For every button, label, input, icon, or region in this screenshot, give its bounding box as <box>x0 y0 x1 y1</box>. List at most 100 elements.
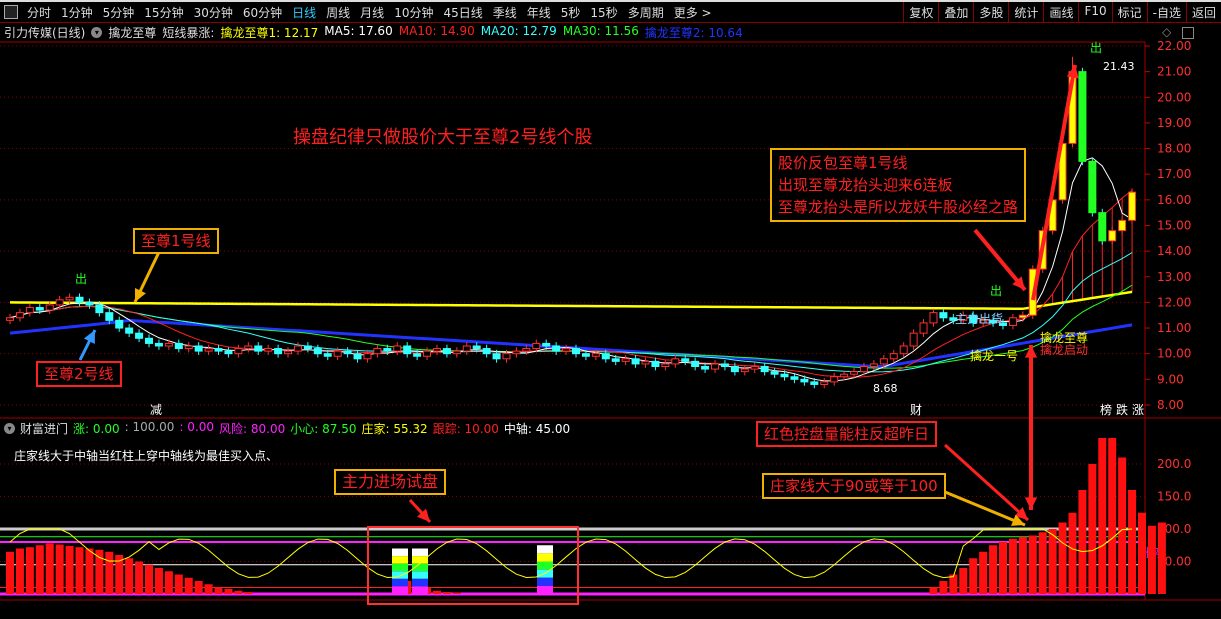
arrow-head-icon <box>83 330 95 344</box>
signal-bar <box>537 577 553 586</box>
lower-indicator-name[interactable]: 财富进门 <box>20 422 69 436</box>
candle <box>959 314 968 321</box>
candle <box>135 332 144 339</box>
arrow-head-icon <box>1011 514 1025 526</box>
note-line: 出现至尊龙抬头迎来6连板 <box>778 176 953 194</box>
volume-bar <box>969 558 978 594</box>
toolbar-button[interactable]: F10 <box>1078 2 1111 23</box>
volume-bar <box>105 551 114 594</box>
candle <box>482 348 491 355</box>
period-tab[interactable]: 季线 <box>492 5 517 20</box>
volume-bar <box>65 545 74 594</box>
candle <box>1098 212 1107 242</box>
candle <box>244 345 253 350</box>
period-tab[interactable]: 5分钟 <box>102 5 135 20</box>
toolbar-button[interactable]: 统计 <box>1008 2 1043 23</box>
indicator-value: 擒龙至尊2: 10.64 <box>644 26 743 40</box>
price-tick-label: 20.00 <box>1157 90 1191 104</box>
period-tab[interactable]: 多周期 <box>627 5 664 20</box>
chart-annotation: 出 <box>75 272 87 286</box>
signal-bar <box>412 578 428 587</box>
period-tab[interactable]: 月线 <box>360 5 385 20</box>
volume-bar <box>145 564 154 594</box>
toolbar-button[interactable]: 画线 <box>1043 2 1078 23</box>
candle <box>1108 230 1117 242</box>
period-tab[interactable]: 更多 > <box>673 5 712 20</box>
title-annotation: 操盘纪律只做股价大于至尊2号线个股 <box>293 127 593 148</box>
diamond-icon[interactable]: ◇ <box>1162 25 1172 39</box>
period-tab[interactable]: 45日线 <box>443 5 483 20</box>
candle <box>6 317 14 321</box>
candle <box>780 373 789 378</box>
line1-annotation: 至尊1号线 <box>133 228 219 254</box>
chart-annotation: 榜 <box>1100 402 1112 417</box>
period-tab[interactable]: 周线 <box>326 5 351 20</box>
candle <box>730 366 739 373</box>
price-tick-label: 17.00 <box>1157 167 1191 181</box>
indicator-value: : 100.00 <box>124 420 175 434</box>
candle <box>145 337 154 344</box>
indicator-value: 涨: 0.00 <box>73 422 120 436</box>
candle <box>363 353 372 360</box>
period-tab[interactable]: 30分钟 <box>193 5 233 20</box>
toolbar-button[interactable]: -自选 <box>1146 2 1186 23</box>
panel-toggle-icon[interactable] <box>4 5 18 19</box>
volume-bar <box>55 544 64 594</box>
chart-annotation: 主力出货 <box>955 311 1003 326</box>
period-tab[interactable]: 10分钟 <box>394 5 434 20</box>
volume-bar <box>224 588 233 594</box>
signal-bar <box>412 556 428 564</box>
period-tab[interactable]: 日线 <box>292 5 317 20</box>
signal-bar <box>412 586 428 594</box>
period-tab[interactable]: 1分钟 <box>61 5 93 20</box>
candle <box>15 312 24 319</box>
candle <box>581 353 590 357</box>
candle <box>909 332 918 347</box>
candle <box>691 360 700 368</box>
arrow-head-icon <box>134 288 146 302</box>
candle <box>1128 191 1137 221</box>
toolbar-button[interactable]: 复权 <box>903 2 938 23</box>
toolbar-button[interactable]: 标记 <box>1111 2 1147 23</box>
chevron-down-icon[interactable]: ▾ <box>4 423 15 434</box>
candle <box>661 363 670 368</box>
arrow-head-icon <box>417 508 430 522</box>
candle <box>830 376 839 383</box>
candle <box>720 363 729 368</box>
price-tick-label: 8.00 <box>1157 398 1184 412</box>
arrow-icon <box>1031 64 1077 301</box>
candle <box>850 371 859 375</box>
candle <box>591 353 600 357</box>
price-tick-label: 19.00 <box>1157 116 1191 130</box>
candle <box>393 345 402 352</box>
period-tab[interactable]: 60分钟 <box>242 5 283 20</box>
toolbar-button[interactable]: 返回 <box>1185 2 1221 23</box>
volume-bar <box>1038 532 1047 594</box>
indicator-value: 小心: 87.50 <box>290 422 357 436</box>
candle <box>234 348 243 355</box>
indicator-name[interactable]: 擒龙至尊 <box>108 26 157 40</box>
candle <box>194 345 203 352</box>
period-tab[interactable]: 年线 <box>526 5 551 20</box>
chevron-down-icon[interactable]: ▾ <box>91 27 103 38</box>
candle <box>164 342 173 347</box>
period-tab[interactable]: 15秒 <box>590 5 618 20</box>
toolbar-button[interactable]: 多股 <box>973 2 1008 23</box>
lower-hint: 庄家线大于中轴当红柱上穿中轴线为最佳买入点、 <box>14 449 279 463</box>
candle <box>949 317 958 321</box>
expand-icon[interactable] <box>1182 27 1194 39</box>
volume-bar <box>6 551 14 594</box>
volume-bar <box>244 592 253 594</box>
period-tab[interactable]: 分时 <box>27 5 52 20</box>
volume-bar <box>184 577 193 594</box>
period-tab[interactable]: 5秒 <box>560 5 581 20</box>
candle <box>333 350 342 357</box>
candle <box>711 363 720 370</box>
signal-bar <box>392 571 408 579</box>
signal-bar <box>392 586 408 594</box>
candle <box>611 358 620 362</box>
period-tab[interactable]: 15分钟 <box>144 5 184 20</box>
toolbar-button[interactable]: 叠加 <box>938 2 973 23</box>
arrow-icon <box>973 228 1027 292</box>
